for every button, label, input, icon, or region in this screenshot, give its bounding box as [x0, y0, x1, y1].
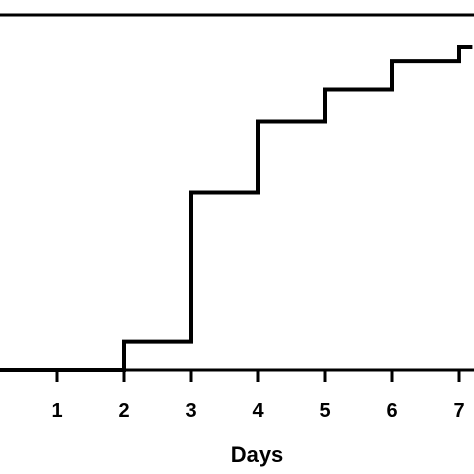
x-tick-label: 1 [51, 400, 62, 422]
x-axis-tick-labels: 1 2 3 4 5 6 7 [51, 400, 464, 422]
x-tick-label: 3 [185, 400, 196, 422]
x-tick-label: 7 [453, 400, 464, 422]
x-tick-label: 4 [252, 400, 264, 422]
x-tick-label: 5 [319, 400, 330, 422]
x-tick-label: 2 [118, 400, 129, 422]
x-axis-title: Days [231, 442, 284, 467]
x-tick-label: 6 [386, 400, 397, 422]
series-step-line [0, 44, 473, 372]
